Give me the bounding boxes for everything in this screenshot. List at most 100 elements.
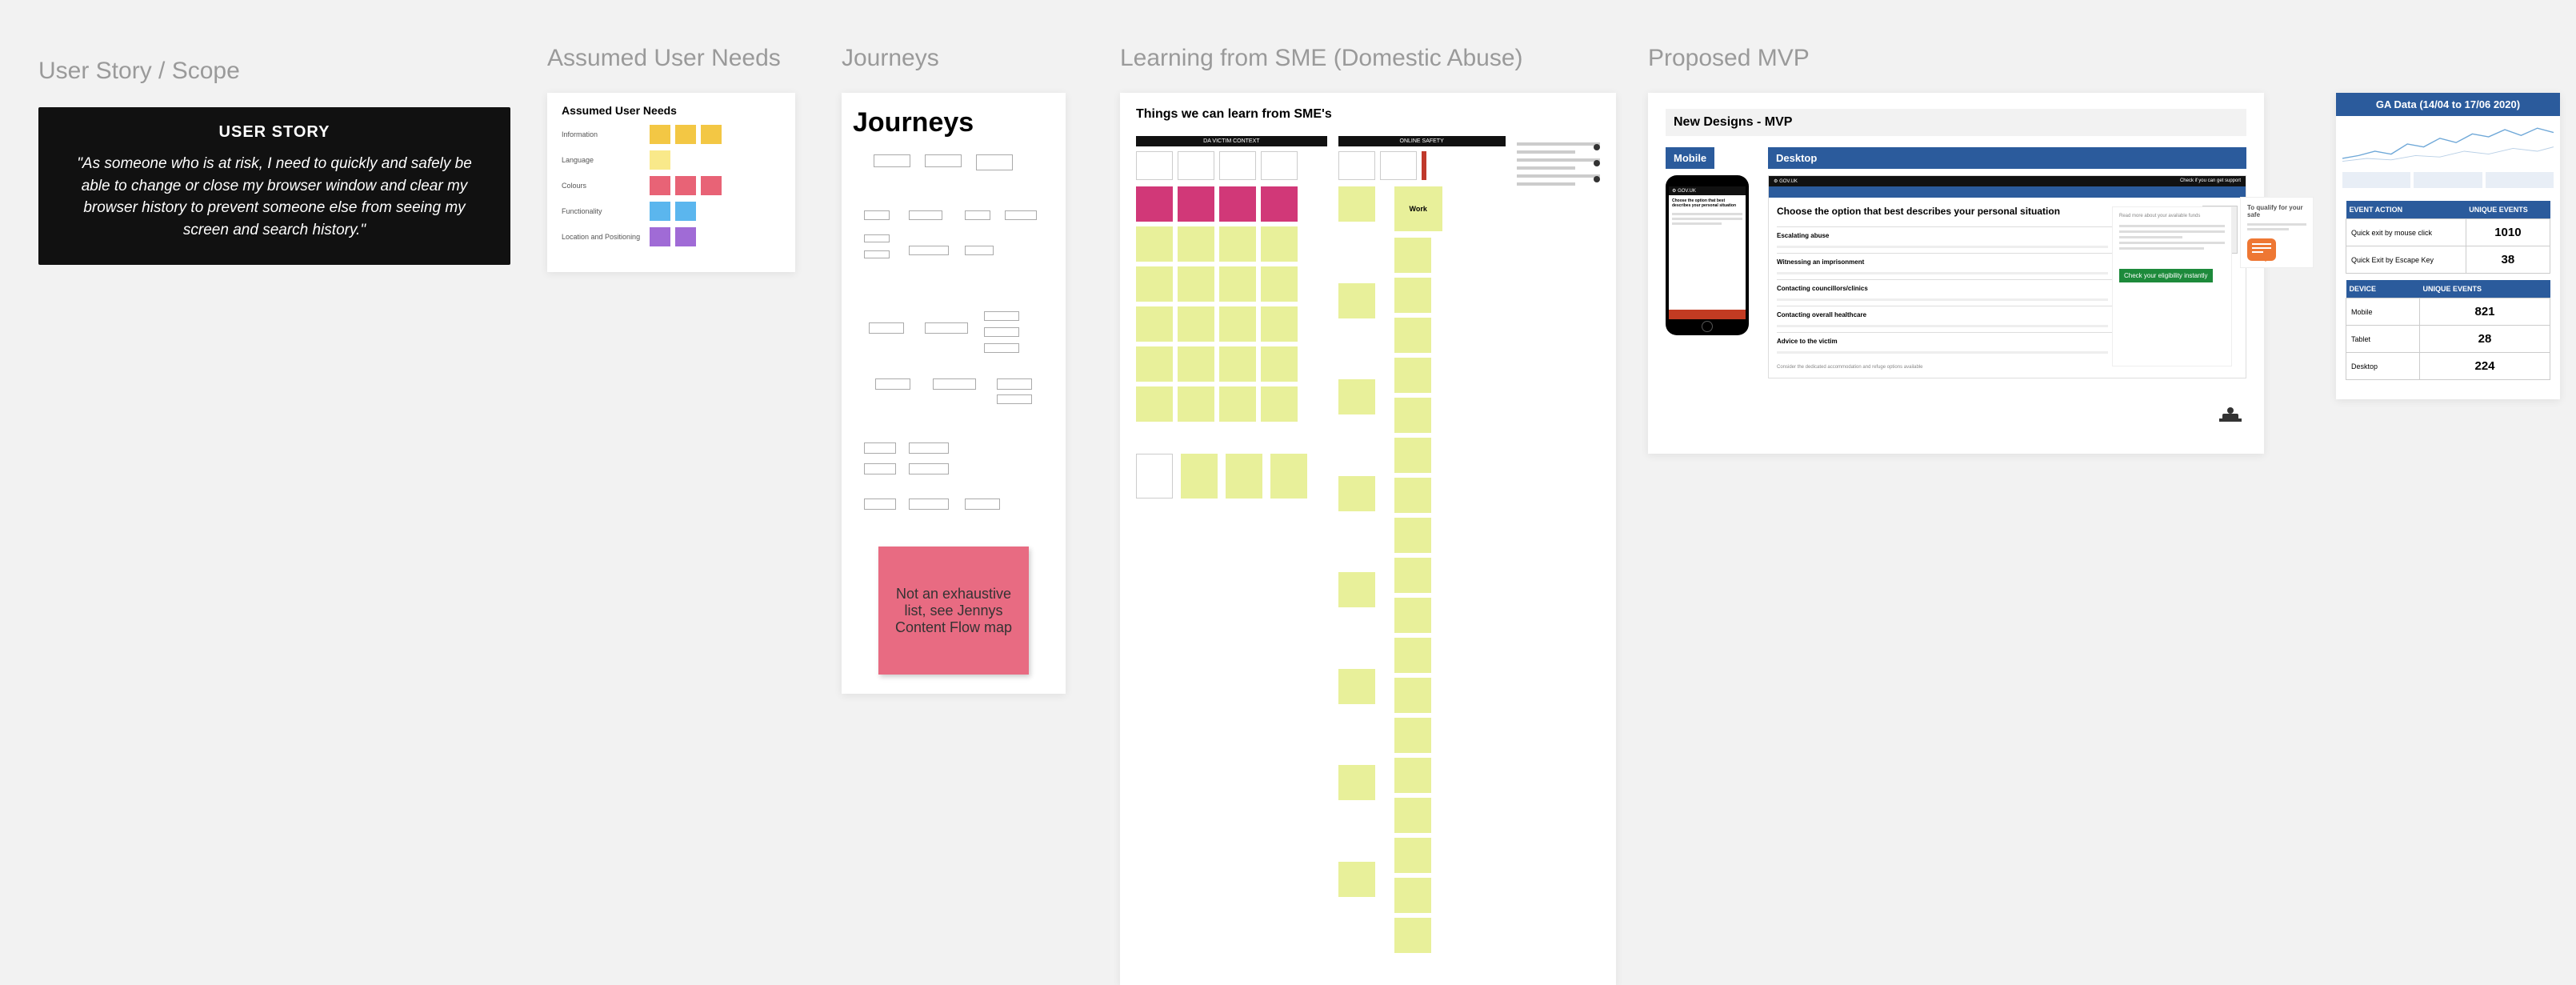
sticky-note xyxy=(1261,226,1298,262)
sticky-note xyxy=(1394,878,1431,913)
sticky-note xyxy=(1219,346,1256,382)
mvp-side-card-2: To qualify for your safe xyxy=(2240,197,2314,268)
needs-title: Assumed User Needs xyxy=(562,104,781,117)
sticky-note xyxy=(1394,838,1431,873)
sticky-note xyxy=(1136,346,1173,382)
mvp-mobile-col: Mobile ⚙ GOV.UK Choose the option that b… xyxy=(1666,147,1749,335)
user-story-heading: USER STORY xyxy=(61,123,488,142)
sticky-note xyxy=(1338,186,1375,222)
sticky-note xyxy=(1338,669,1375,704)
sticky-note xyxy=(1136,266,1173,302)
sticky-note xyxy=(1178,386,1214,422)
color-swatch xyxy=(650,176,670,195)
color-swatch xyxy=(701,125,722,144)
journeys-sticky: Not an exhaustive list, see Jennys Conte… xyxy=(878,547,1029,675)
sticky-note xyxy=(1394,478,1431,513)
needs-row: Colours xyxy=(562,176,781,195)
sticky-note xyxy=(1261,306,1298,342)
sticky-note xyxy=(1219,266,1256,302)
sticky-note xyxy=(1394,718,1431,753)
desk-gov-label: GOV.UK xyxy=(1779,179,1798,184)
sme-card: Things we can learn from SME's DA VICTIM… xyxy=(1120,93,1616,985)
color-swatch xyxy=(675,125,696,144)
needs-row: Functionality xyxy=(562,202,781,221)
sticky-note xyxy=(1136,186,1173,222)
color-swatch xyxy=(675,227,696,246)
table-row: Tablet28 xyxy=(2346,326,2550,353)
sticky-note xyxy=(1338,572,1375,607)
user-story-card: USER STORY "As someone who is at risk, I… xyxy=(38,107,510,265)
green-cta[interactable]: Check your eligibility instantly xyxy=(2119,269,2213,282)
sticky-note xyxy=(1261,186,1298,222)
table-row: Desktop224 xyxy=(2346,353,2550,380)
sticky-note xyxy=(1338,379,1375,414)
sticky-note xyxy=(1394,638,1431,673)
ga-chart xyxy=(2336,116,2560,172)
sme-title: Things we can learn from SME's xyxy=(1136,107,1600,122)
section-title-needs: Assumed User Needs xyxy=(547,45,781,72)
sticky-note xyxy=(1394,518,1431,553)
ga-header: GA Data (14/04 to 17/06 2020) xyxy=(2336,93,2560,116)
section-title-sme: Learning from SME (Domestic Abuse) xyxy=(1120,45,1523,72)
color-swatch xyxy=(650,227,670,246)
sticky-note xyxy=(1338,476,1375,511)
desktop-tab: Desktop xyxy=(1768,147,2246,169)
sticky-note xyxy=(1394,598,1431,633)
th-unique-events: UNIQUE EVENTS xyxy=(2466,201,2550,219)
sticky-note xyxy=(1338,862,1375,897)
sticky-note xyxy=(1219,226,1256,262)
th-device: DEVICE xyxy=(2346,280,2420,298)
section-title-user-story: User Story / Scope xyxy=(38,58,240,85)
sticky-note xyxy=(1261,386,1298,422)
needs-card: Assumed User Needs Information Language Co… xyxy=(547,93,795,272)
sme-work-label: Work xyxy=(1394,186,1442,231)
ga-table-events: EVENT ACTION UNIQUE EVENTS Quick exit by… xyxy=(2346,201,2550,274)
chat-icon[interactable] xyxy=(2247,238,2276,261)
ga-card: GA Data (14/04 to 17/06 2020) EVENT ACTI… xyxy=(2336,93,2560,399)
desk-topbar-right: Check if you can get support xyxy=(2180,178,2241,184)
color-swatch xyxy=(675,176,696,195)
needs-label: Colours xyxy=(562,182,650,190)
journeys-title: Journeys xyxy=(853,107,1054,138)
journeys-flow xyxy=(853,154,1054,531)
sticky-note xyxy=(1394,238,1431,273)
sticky-note xyxy=(1136,386,1173,422)
crest-icon xyxy=(2214,402,2246,430)
sticky-note xyxy=(1394,398,1431,433)
mvp-band-title: New Designs - MVP xyxy=(1666,109,2246,136)
phone-mock: ⚙ GOV.UK Choose the option that best des… xyxy=(1666,175,1749,335)
sticky-note xyxy=(1178,346,1214,382)
sticky-note xyxy=(1219,186,1256,222)
needs-label: Functionality xyxy=(562,207,650,215)
sticky-note xyxy=(1178,306,1214,342)
sticky-note xyxy=(1394,758,1431,793)
ga-table-device: DEVICE UNIQUE EVENTS Mobile821Tablet28De… xyxy=(2346,280,2550,380)
color-swatch xyxy=(650,202,670,221)
sticky-note xyxy=(1394,318,1431,353)
sticky-note xyxy=(1178,266,1214,302)
needs-label: Location and Positioning xyxy=(562,233,650,241)
needs-label: Information xyxy=(562,130,650,138)
sticky-note xyxy=(1394,438,1431,473)
section-title-mvp: Proposed MVP xyxy=(1648,45,1810,72)
sticky-note xyxy=(1219,306,1256,342)
sticky-note xyxy=(1394,678,1431,713)
section-title-journeys: Journeys xyxy=(842,45,939,72)
sticky-note xyxy=(1178,186,1214,222)
sticky-note xyxy=(1338,283,1375,318)
sticky-note xyxy=(1178,226,1214,262)
sticky-note xyxy=(1394,278,1431,313)
sticky-note xyxy=(1261,266,1298,302)
sme-col2-header: ONLINE SAFETY xyxy=(1338,136,1506,146)
sticky-note xyxy=(1394,798,1431,833)
sticky-note xyxy=(1338,765,1375,800)
mobile-tab: Mobile xyxy=(1666,147,1714,169)
color-swatch xyxy=(701,176,722,195)
table-row: Quick Exit by Escape Key38 xyxy=(2346,246,2550,274)
sticky-note xyxy=(1136,226,1173,262)
table-row: Quick exit by mouse click1010 xyxy=(2346,219,2550,246)
sticky-note xyxy=(1219,386,1256,422)
ga-mini-cards xyxy=(2336,172,2560,194)
user-story-body: "As someone who is at risk, I need to qu… xyxy=(61,153,488,241)
needs-row: Language xyxy=(562,150,781,170)
